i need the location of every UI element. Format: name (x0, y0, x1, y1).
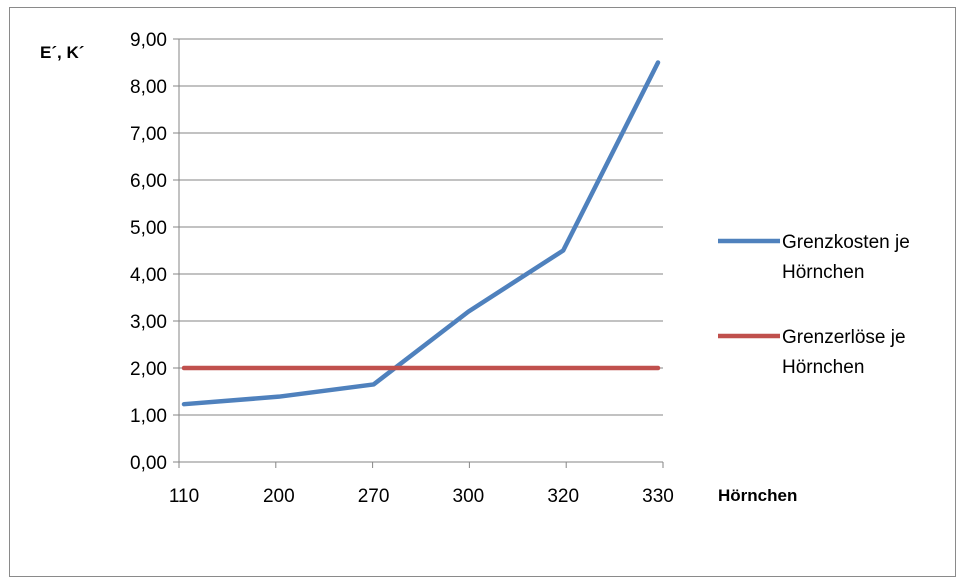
x-tick-label: 330 (642, 486, 674, 507)
y-tick-label: 8,00 (130, 77, 167, 98)
x-tick-label: 320 (547, 486, 579, 507)
y-tick-label: 2,00 (130, 359, 167, 380)
y-tick-label: 1,00 (130, 406, 167, 427)
legend-label: Grenzkosten je (782, 232, 910, 253)
y-tick-label: 5,00 (130, 218, 167, 239)
y-tick-label: 0,00 (130, 453, 167, 474)
legend-label: Grenzerlöse je (782, 327, 906, 348)
x-tick-label: 300 (453, 486, 485, 507)
chart-frame: 0,00 1,00 2,00 3,00 4,00 5,00 6,00 7,00 8,00 9,00… (9, 7, 956, 577)
gridlines (179, 39, 663, 415)
y-tick-label: 4,00 (130, 265, 167, 286)
y-axis-label: E´, K´ (40, 43, 84, 62)
series-lines (184, 62, 658, 404)
x-tick-label: 110 (169, 486, 199, 507)
y-tick-label: 3,00 (130, 312, 167, 333)
x-tick-label: 200 (263, 486, 295, 507)
y-tick-label: 9,00 (130, 30, 167, 51)
line-chart: 0,00 1,00 2,00 3,00 4,00 5,00 6,00 7,00 8,00 9,00… (10, 8, 957, 578)
legend: Grenzkosten je Hörnchen Grenzerlöse je Hörn… (718, 232, 910, 378)
y-tick-label: 6,00 (130, 171, 167, 192)
legend-label: Hörnchen (782, 357, 864, 378)
y-tick-label: 7,00 (130, 124, 167, 145)
series-line-1 (184, 63, 658, 405)
x-tick-labels: 110 200 270 300 320 330 (169, 486, 674, 507)
y-tick-labels: 0,00 1,00 2,00 3,00 4,00 5,00 6,00 7,00 8,00 9,00 (130, 30, 167, 474)
x-tick-label: 270 (358, 486, 390, 507)
legend-label: Hörnchen (782, 262, 864, 283)
axes (173, 39, 663, 468)
x-axis-label: Hörnchen (718, 486, 797, 505)
